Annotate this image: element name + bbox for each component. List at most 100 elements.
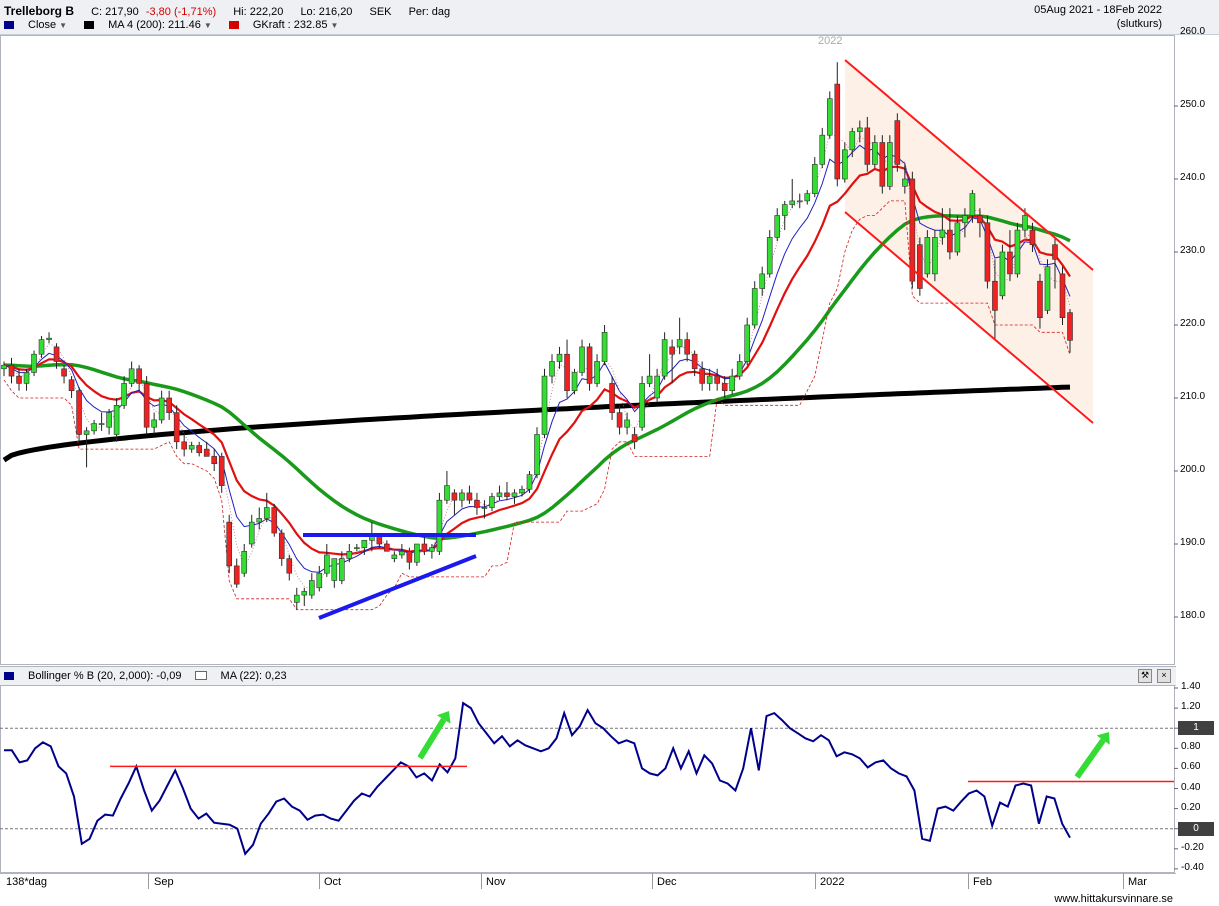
change-value: -3,80 (-1,71%) (145, 6, 217, 18)
y-tick-label: 200.0 (1180, 464, 1206, 475)
level-badge: 0 (1178, 821, 1214, 836)
price-legend: Close ▼ MA 4 (200): 211.46 ▼ GKraft : 232.… (4, 19, 352, 31)
candle-body (1059, 273, 1066, 318)
bollinger-swatch (4, 672, 14, 680)
bollinger-line (4, 701, 1071, 856)
candle-body (984, 222, 991, 282)
candle-body (894, 120, 901, 165)
candle-body (459, 492, 465, 501)
low-value: Lo: 216,20 (300, 6, 353, 18)
candle-body (466, 492, 473, 501)
legend-bollinger[interactable]: Bollinger % B (20, 2,000): -0,09 (28, 670, 182, 682)
legend-ma22[interactable]: MA (22): 0,23 (220, 670, 287, 682)
x-label-2022: 2022 (820, 876, 845, 888)
candle-body (278, 532, 285, 559)
chevron-down-icon[interactable]: ▼ (330, 21, 339, 30)
candle-body (376, 536, 383, 545)
y-tick-label: 180.0 (1180, 610, 1206, 621)
candle-body (586, 346, 593, 384)
indicator-legend: Bollinger % B (20, 2,000): -0,09 MA (22)… (4, 670, 301, 682)
gkraft-swatch (228, 21, 239, 29)
candle-body (781, 204, 788, 216)
period-label: Per: dag (408, 6, 451, 18)
candle-body (826, 98, 833, 136)
candle-body (541, 375, 548, 435)
legend-gkraft[interactable]: GKraft : 232.85 (252, 19, 328, 31)
candle-body (511, 492, 518, 497)
ind-tick-label: 0.40 (1181, 781, 1201, 793)
close-icon[interactable]: × (1157, 669, 1171, 683)
candle-body (849, 131, 856, 151)
candle-body (113, 404, 120, 435)
candle-body (421, 543, 428, 552)
candle-body (83, 430, 90, 435)
ma-green-line (3, 213, 1071, 541)
chevron-down-icon[interactable]: ▼ (203, 21, 212, 30)
channel-upper-line (844, 59, 1094, 271)
candle-body (196, 445, 202, 454)
candle-body (939, 229, 946, 238)
x-label-feb: Feb (973, 876, 992, 888)
ind-tick-label: -0.40 (1181, 861, 1204, 873)
ma22-swatch (194, 671, 207, 680)
candle-body (654, 375, 660, 399)
candle-body (158, 397, 165, 421)
chevron-down-icon[interactable]: ▼ (59, 21, 68, 30)
candle-body (98, 423, 105, 425)
candle-body (872, 142, 878, 165)
chart-header: Trelleborg B C: 217,90 -3,80 (-1,71%) Hi… (0, 0, 1219, 35)
candle-body (106, 412, 112, 428)
candle-body (1022, 215, 1028, 231)
candle-body (151, 419, 157, 428)
candle-body (53, 346, 60, 362)
range-note: (slutkurs) (1116, 18, 1162, 30)
bollinger-chart[interactable] (0, 685, 1219, 873)
candle-body (661, 339, 668, 377)
candle-body (46, 337, 52, 340)
candle-body (136, 368, 142, 384)
x-label-oct: Oct (324, 876, 342, 888)
candle-body (143, 383, 150, 428)
candle-body (789, 200, 796, 205)
candle-body (796, 200, 803, 203)
legend-close[interactable]: Close (28, 19, 57, 31)
candle-body (917, 244, 923, 289)
candle-body (8, 364, 15, 377)
price-chart[interactable] (0, 35, 1219, 665)
candle-body (38, 339, 45, 355)
footer-credit[interactable]: www.hittakursvinnare.se (1054, 893, 1173, 905)
candle-body (76, 390, 82, 435)
tools-icon[interactable]: ⚒ (1138, 669, 1152, 683)
y-tick-label: 210.0 (1180, 391, 1206, 402)
candle-body (841, 149, 848, 180)
candle-body (1007, 251, 1013, 275)
candle-body (324, 554, 330, 574)
ind-tick-label: 1.20 (1181, 701, 1201, 713)
candle-body (91, 423, 97, 432)
candle-body (751, 288, 758, 326)
candle-body (534, 434, 540, 475)
candle-body (977, 215, 983, 224)
candle-body (571, 372, 578, 392)
y-tick-label: 220.0 (1180, 318, 1206, 329)
ma200-line (2, 384, 1071, 463)
candle-body (286, 558, 293, 574)
y-tick-label: 250.0 (1180, 99, 1206, 110)
candle-body (646, 375, 653, 384)
x-divider (1123, 873, 1124, 889)
candle-body (624, 419, 630, 428)
candle-body (1052, 244, 1058, 260)
candle-body (173, 412, 180, 443)
candle-body (241, 550, 248, 574)
candle-body (203, 448, 210, 457)
x-label-dec: Dec (657, 876, 677, 888)
candle-body (16, 375, 22, 384)
candle-body (489, 496, 495, 508)
legend-ma[interactable]: MA 4 (200): 211.46 (108, 19, 201, 31)
candle-body (218, 456, 225, 486)
currency-label: SEK (369, 6, 392, 18)
candle-body (504, 492, 510, 497)
close-swatch (4, 21, 14, 29)
plot-frame (0, 35, 1175, 665)
y-tick-label: 240.0 (1180, 172, 1206, 183)
